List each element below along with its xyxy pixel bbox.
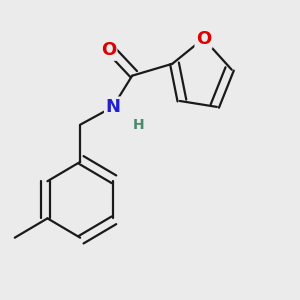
Text: O: O	[196, 29, 211, 47]
Text: O: O	[101, 41, 116, 59]
Text: H: H	[132, 118, 144, 132]
Text: N: N	[105, 98, 120, 116]
